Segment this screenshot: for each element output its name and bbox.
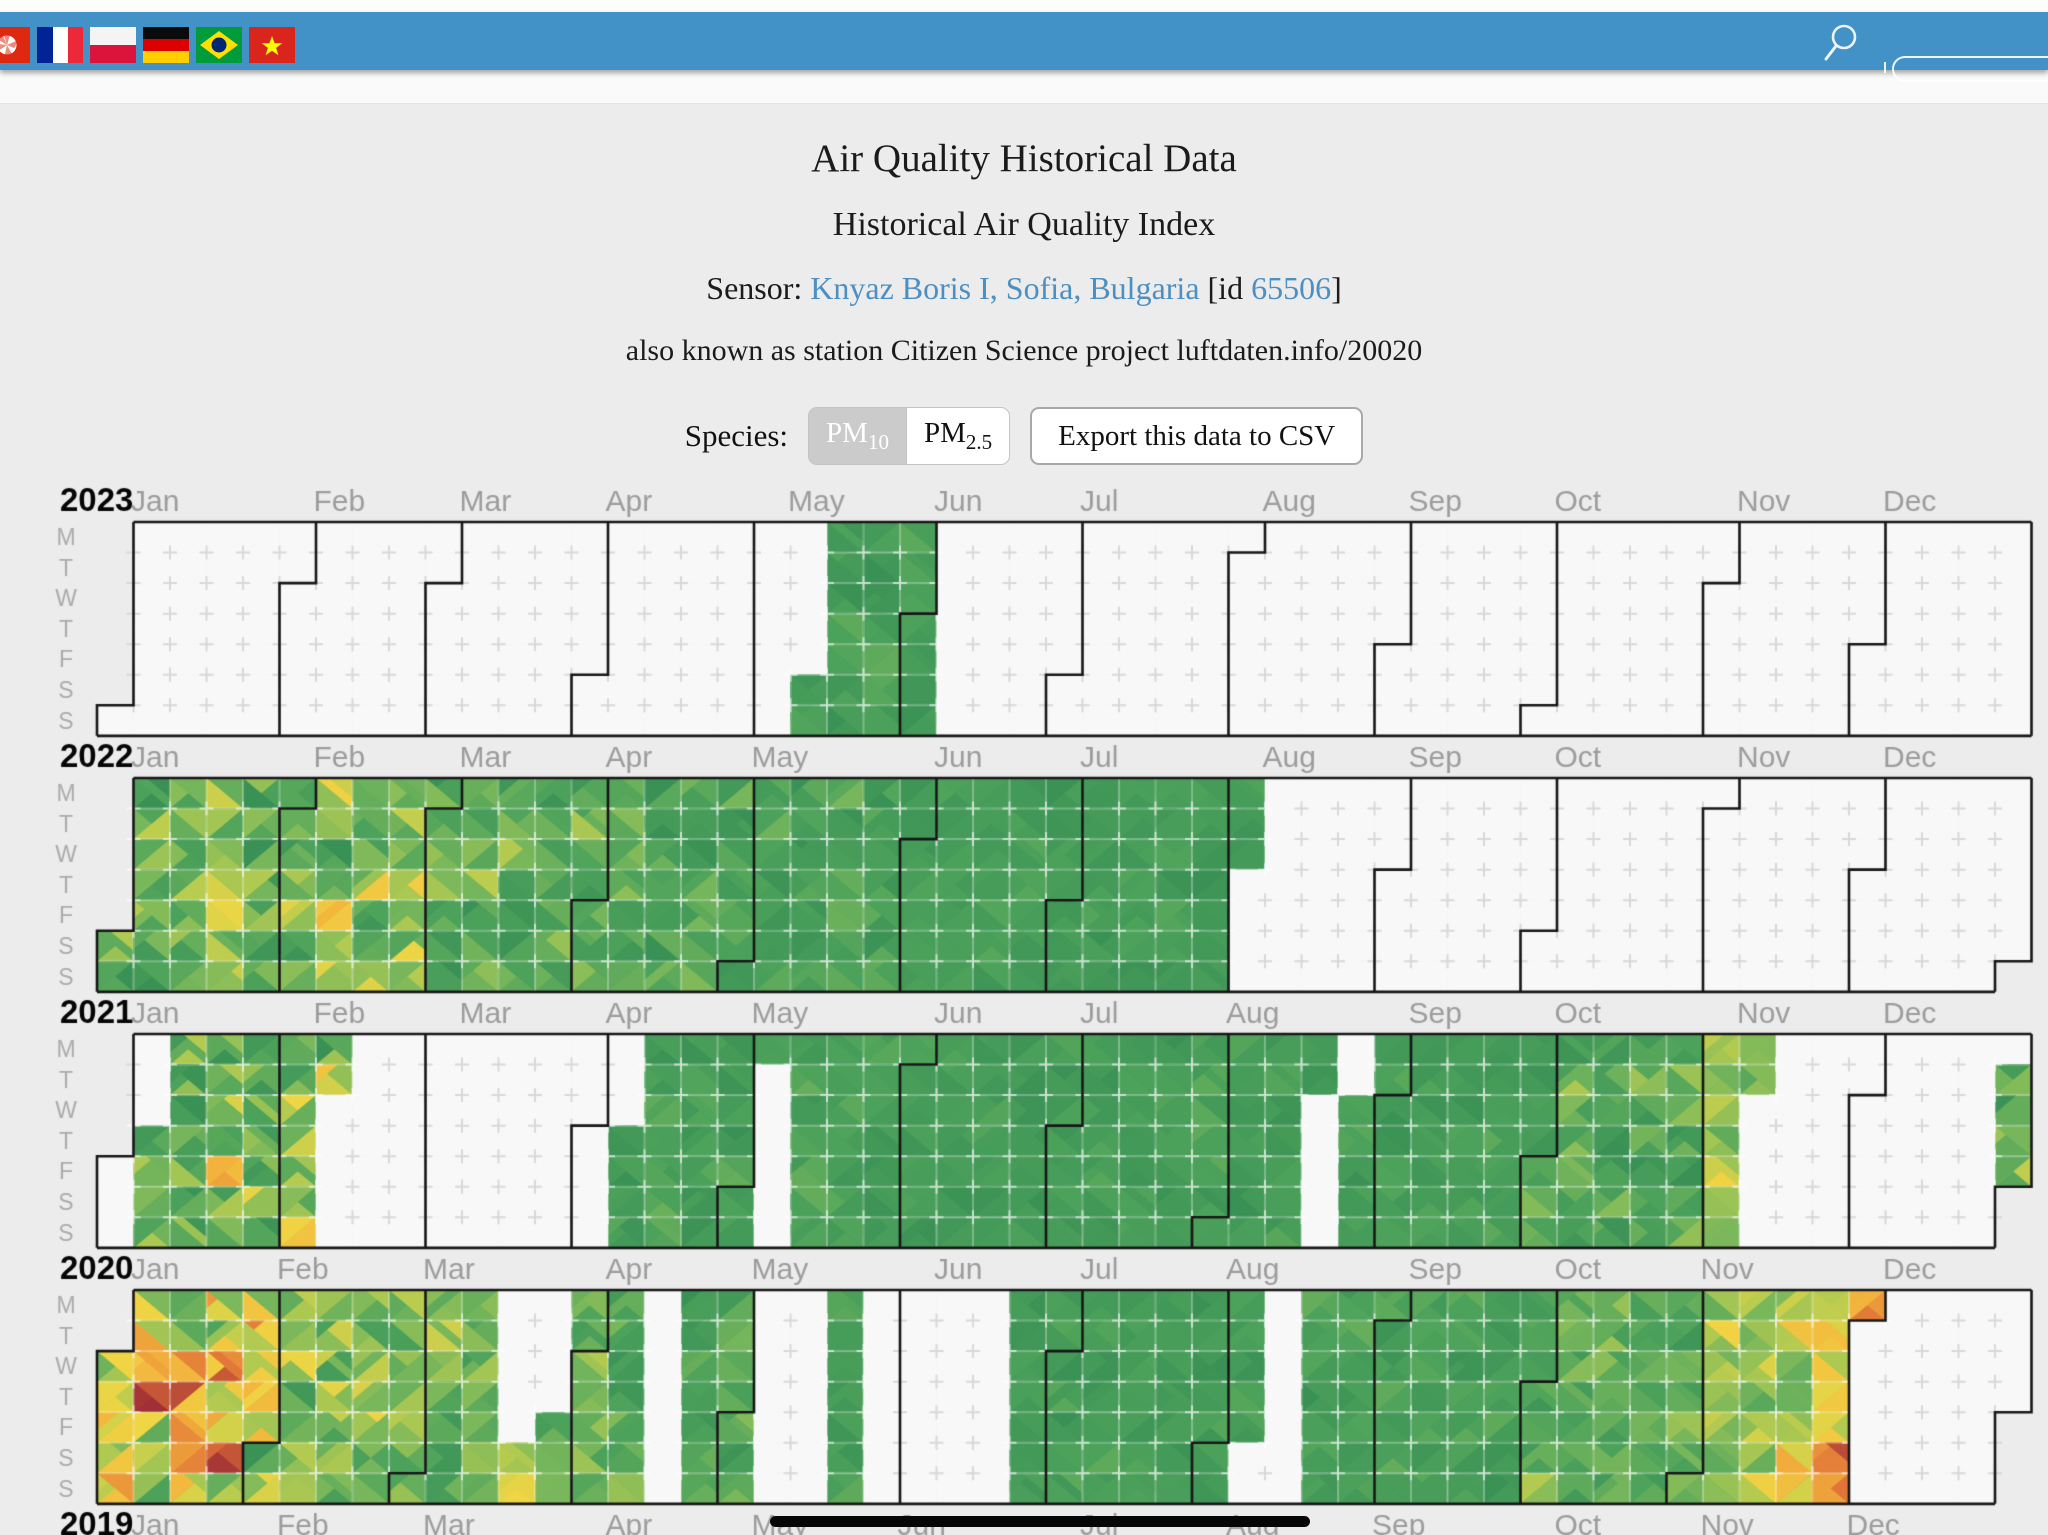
- flag-vietnam-icon[interactable]: [249, 27, 295, 63]
- page-top-strip: [0, 0, 2048, 12]
- export-csv-button[interactable]: Export this data to CSV: [1030, 407, 1364, 465]
- species-toggle: PM10 PM2.5: [808, 407, 1011, 465]
- pm25-label: PM: [923, 417, 966, 450]
- flag-germany-icon[interactable]: [143, 27, 189, 63]
- flag-poland-icon[interactable]: [90, 27, 136, 63]
- species-row: Species: PM10 PM2.5 Export this data to …: [0, 406, 2048, 466]
- calendar-heatmap-canvas[interactable]: [0, 480, 2048, 1535]
- horizontal-scrollbar-thumb[interactable]: [770, 1516, 1310, 1527]
- subheader-band: [0, 70, 2048, 104]
- sensor-link[interactable]: Knyaz Boris I, Sofia, Bulgaria: [810, 270, 1200, 306]
- sensor-id-prefix: [id: [1199, 270, 1252, 306]
- species-label: Species:: [684, 418, 789, 453]
- search-icon[interactable]: [1818, 20, 1862, 68]
- sensor-line: Sensor: Knyaz Boris I, Sofia, Bulgaria […: [0, 270, 2048, 307]
- pm10-subscript: 10: [867, 429, 889, 454]
- pm25-subscript: 2.5: [965, 429, 993, 454]
- language-flags: [0, 27, 295, 63]
- flag-brazil-icon[interactable]: [196, 27, 242, 63]
- sensor-id-suffix: ]: [1331, 270, 1342, 306]
- flag-france-icon[interactable]: [37, 27, 83, 63]
- search-cursor: [1884, 62, 1886, 73]
- sensor-id-link[interactable]: 65506: [1251, 270, 1332, 306]
- page-subtitle: Historical Air Quality Index: [832, 206, 1216, 243]
- flag-hong-kong-icon[interactable]: [0, 27, 30, 63]
- pm10-label: PM: [826, 417, 868, 450]
- page-title: Air Quality Historical Data: [811, 137, 1237, 180]
- search-input[interactable]: [1892, 56, 2048, 82]
- station-alias-line: also known as station Citizen Science pr…: [625, 334, 1423, 367]
- sensor-label: Sensor:: [706, 270, 811, 306]
- species-pm25-button[interactable]: PM2.5: [905, 407, 1011, 465]
- top-navigation-bar: [0, 12, 2048, 82]
- species-pm10-button[interactable]: PM10: [808, 407, 906, 465]
